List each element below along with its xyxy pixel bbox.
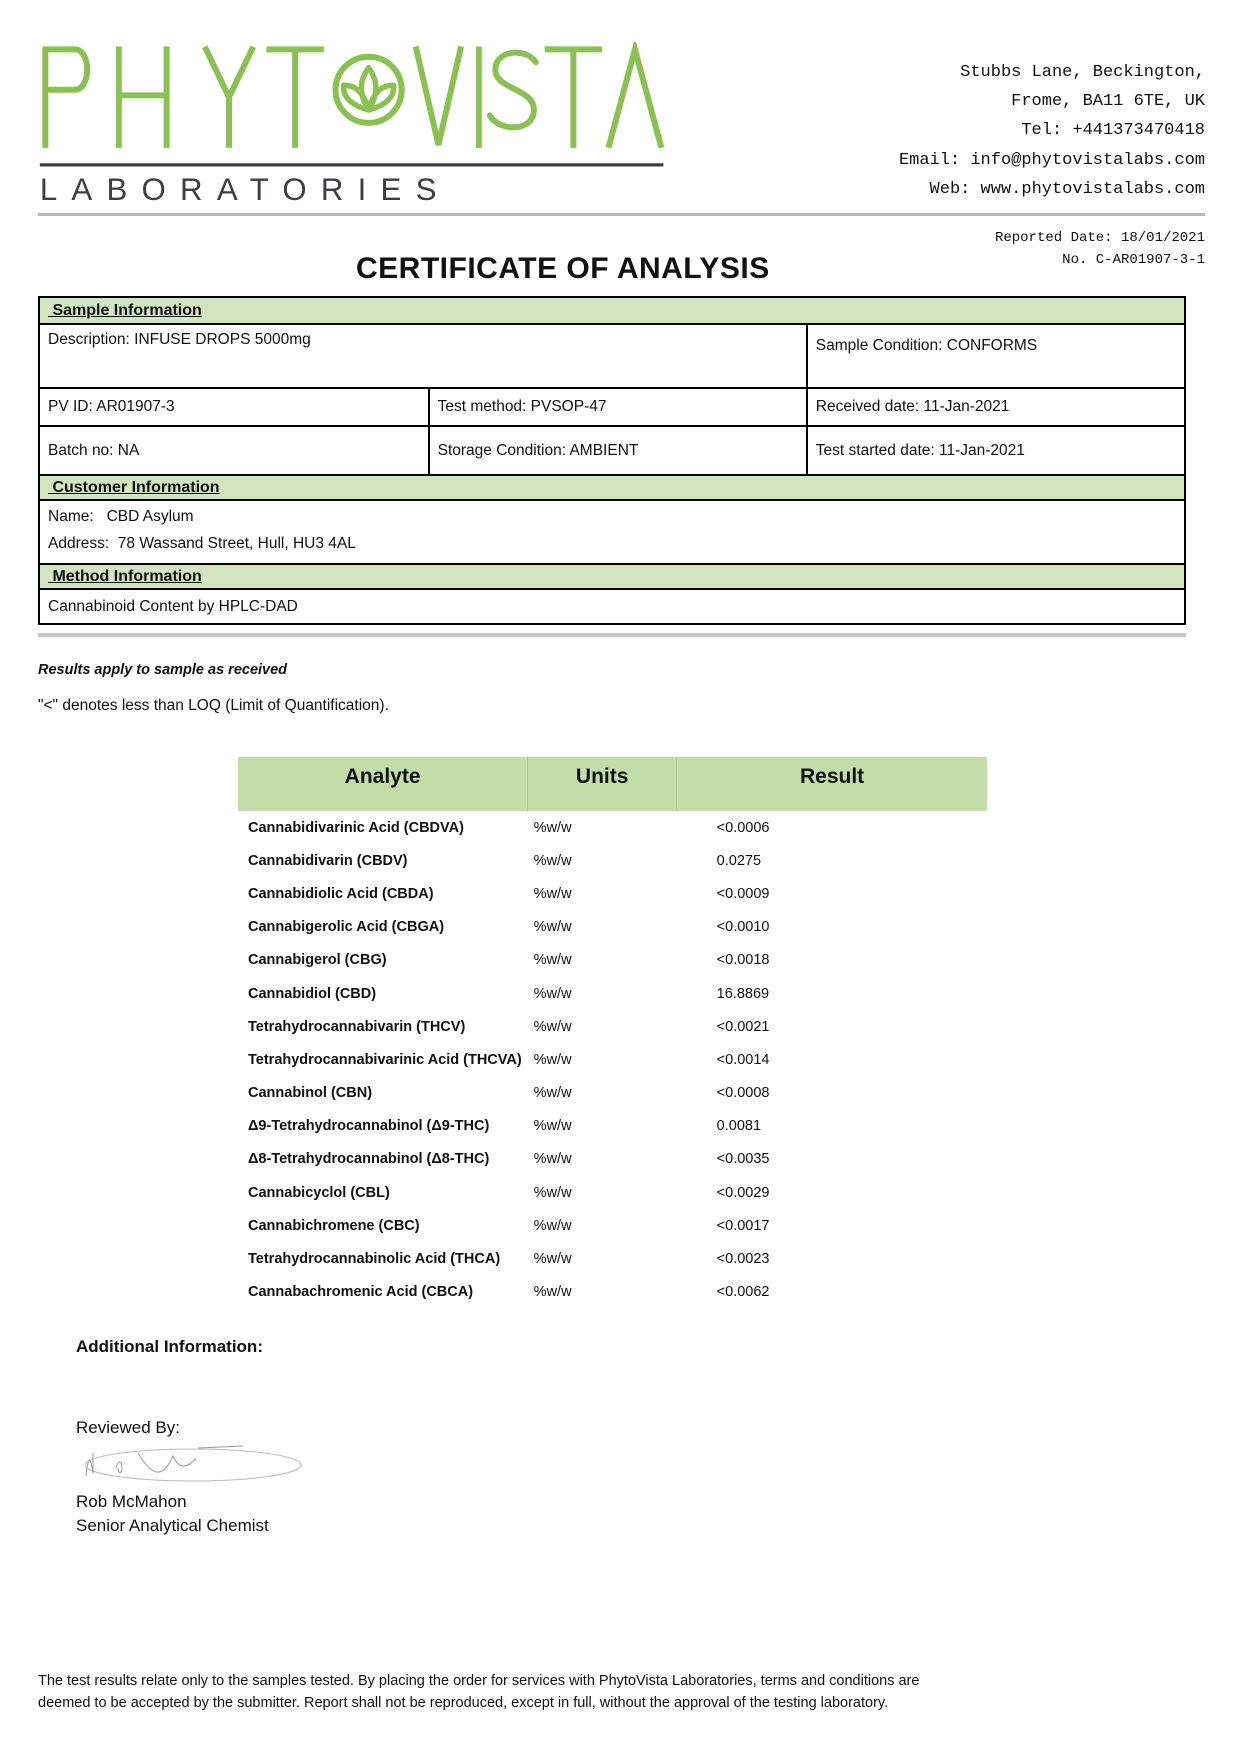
svg-text:LABORATORIES: LABORATORIES bbox=[40, 172, 451, 203]
